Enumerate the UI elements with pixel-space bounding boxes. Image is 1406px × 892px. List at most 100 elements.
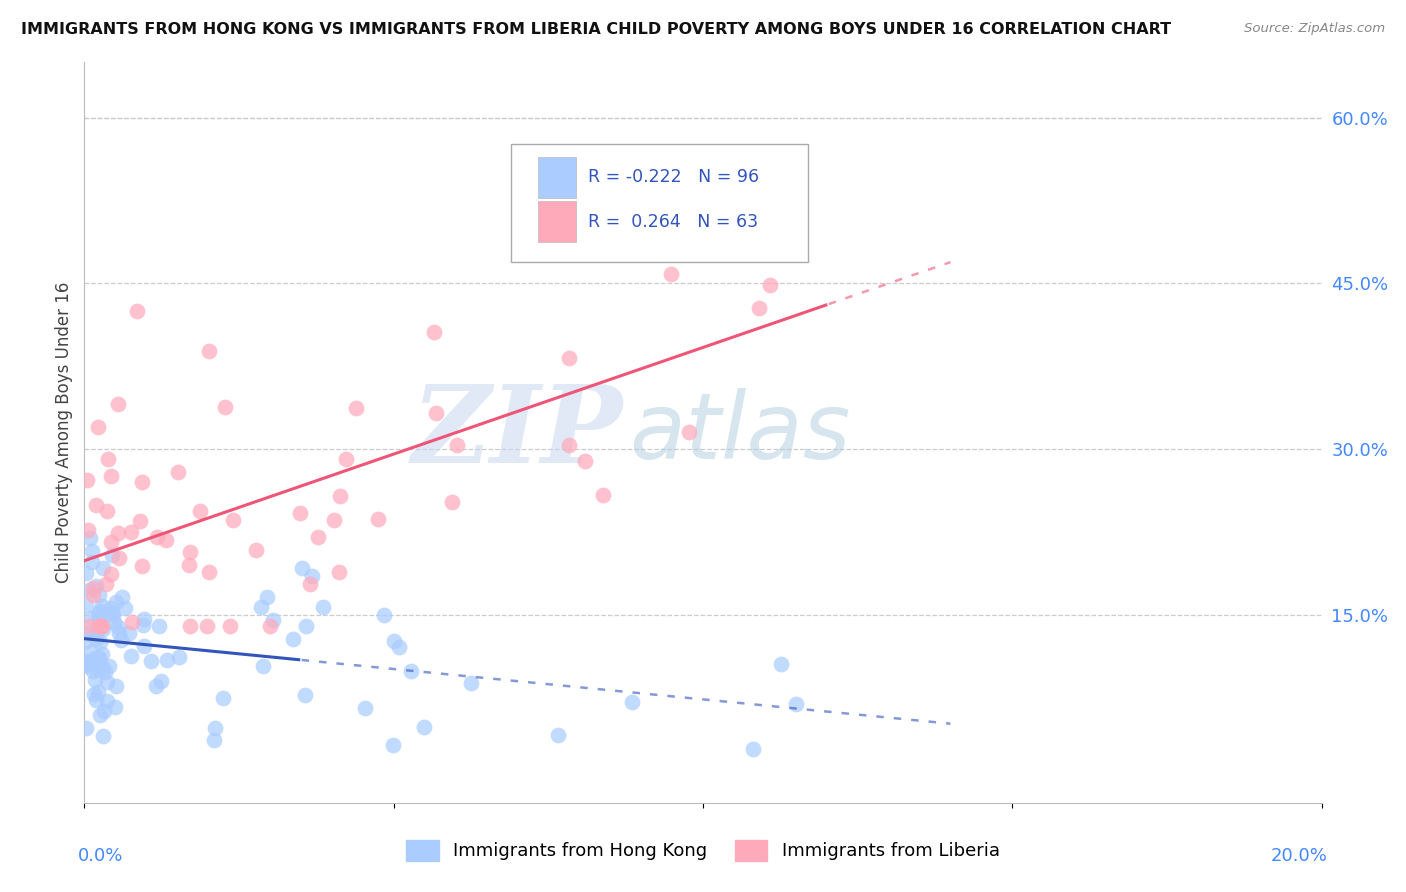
Point — [104, 594, 127, 608]
Point — [91, 729, 114, 743]
Point — [129, 514, 152, 528]
Point — [354, 700, 377, 714]
Point — [90, 647, 112, 661]
Point — [100, 469, 122, 483]
Point — [77, 523, 100, 537]
FancyBboxPatch shape — [512, 144, 808, 262]
Point — [127, 304, 149, 318]
Point — [763, 199, 786, 213]
Point — [460, 676, 482, 690]
Point — [145, 679, 167, 693]
Point — [139, 654, 162, 668]
Point — [84, 692, 107, 706]
Point — [79, 645, 101, 659]
Point — [75, 566, 97, 580]
Point — [335, 452, 357, 467]
Point — [381, 738, 404, 752]
Point — [179, 619, 201, 633]
Point — [107, 619, 129, 633]
Point — [592, 488, 614, 502]
Point — [785, 697, 807, 711]
Text: 20.0%: 20.0% — [1271, 847, 1327, 865]
Point — [77, 658, 100, 673]
Point — [558, 351, 581, 366]
Point — [89, 589, 111, 603]
Point — [177, 558, 200, 573]
Point — [90, 599, 112, 613]
Point — [110, 632, 132, 647]
Point — [131, 475, 153, 489]
Point — [80, 657, 103, 671]
Point — [558, 438, 581, 452]
Point — [101, 608, 124, 623]
Point — [79, 582, 101, 597]
Point — [202, 733, 225, 747]
Point — [401, 665, 423, 679]
Point — [156, 652, 179, 666]
Point — [80, 611, 103, 625]
Point — [288, 506, 311, 520]
Point — [678, 425, 700, 439]
Point — [212, 691, 235, 706]
Point — [79, 531, 101, 545]
Point — [87, 611, 110, 625]
Point — [301, 569, 323, 583]
Point — [256, 590, 278, 604]
Point — [204, 722, 226, 736]
Point — [148, 619, 170, 633]
Point — [76, 473, 98, 487]
Point — [107, 525, 129, 540]
Point — [219, 619, 242, 633]
Point — [294, 689, 316, 703]
Point — [311, 600, 333, 615]
Point — [547, 728, 569, 742]
Point — [298, 577, 321, 591]
Point — [425, 406, 447, 420]
Point — [329, 489, 352, 503]
FancyBboxPatch shape — [538, 202, 575, 242]
Point — [89, 708, 111, 723]
Point — [96, 675, 118, 690]
Point — [574, 454, 596, 468]
Point — [91, 561, 114, 575]
Point — [107, 626, 129, 640]
Point — [146, 530, 169, 544]
Point — [167, 649, 190, 664]
Point — [75, 657, 97, 671]
Point — [155, 533, 177, 548]
Text: IMMIGRANTS FROM HONG KONG VS IMMIGRANTS FROM LIBERIA CHILD POVERTY AMONG BOYS UN: IMMIGRANTS FROM HONG KONG VS IMMIGRANTS … — [21, 22, 1171, 37]
Point — [621, 695, 644, 709]
Point — [83, 652, 105, 666]
Point — [97, 452, 120, 467]
Point — [82, 589, 104, 603]
Y-axis label: Child Poverty Among Boys Under 16: Child Poverty Among Boys Under 16 — [55, 282, 73, 583]
Point — [328, 565, 350, 579]
Point — [93, 661, 115, 675]
Text: R = -0.222   N = 96: R = -0.222 N = 96 — [588, 169, 759, 186]
Point — [132, 618, 155, 632]
Point — [107, 397, 129, 411]
Point — [89, 655, 111, 669]
Point — [100, 566, 122, 581]
Point — [132, 639, 155, 653]
Point — [441, 495, 464, 509]
Point — [748, 301, 770, 315]
Text: Source: ZipAtlas.com: Source: ZipAtlas.com — [1244, 22, 1385, 36]
Point — [307, 530, 329, 544]
Legend: Immigrants from Hong Kong, Immigrants from Liberia: Immigrants from Hong Kong, Immigrants fr… — [399, 832, 1007, 868]
Point — [76, 626, 98, 640]
Point — [367, 511, 389, 525]
Point — [84, 673, 107, 688]
Point — [105, 679, 128, 693]
Point — [167, 465, 190, 479]
Point — [195, 619, 218, 633]
Point — [131, 558, 153, 573]
Point — [87, 662, 110, 676]
Point — [82, 665, 104, 679]
Point — [75, 598, 97, 612]
Point — [346, 401, 368, 416]
Point — [101, 606, 124, 620]
Point — [89, 604, 111, 618]
Point — [413, 720, 436, 734]
Point — [382, 634, 405, 648]
